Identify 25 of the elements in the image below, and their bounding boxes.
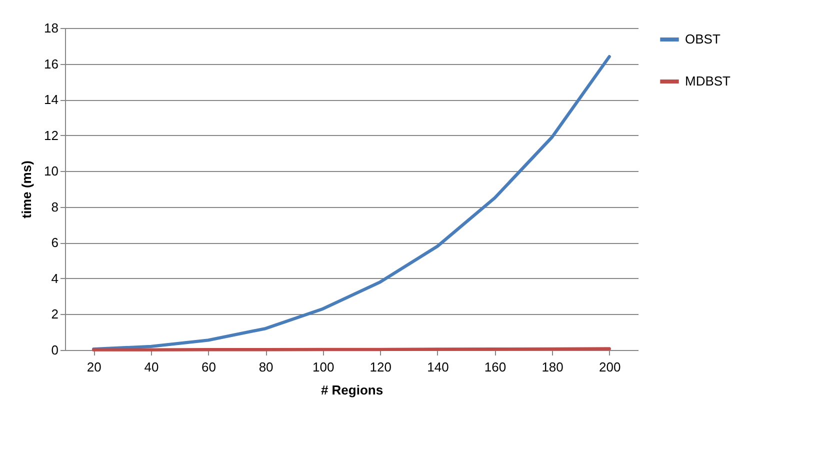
x-tick-label: 60 bbox=[202, 360, 216, 374]
y-tick-label: 18 bbox=[44, 20, 58, 36]
x-tick-label: 120 bbox=[370, 360, 392, 374]
x-tick-label: 40 bbox=[144, 360, 159, 374]
y-tick-label: 2 bbox=[51, 306, 58, 322]
y-tick-label: 6 bbox=[51, 235, 58, 250]
x-tick-label: 180 bbox=[542, 360, 564, 374]
y-axis-title: time (ms) bbox=[19, 160, 34, 218]
x-tick-label: 100 bbox=[312, 360, 334, 374]
y-tick-label: 16 bbox=[44, 56, 58, 72]
x-tick-label: 80 bbox=[258, 360, 274, 374]
y-tick-label: 4 bbox=[51, 270, 58, 286]
x-tick-label: 200 bbox=[599, 360, 621, 374]
line-series bbox=[92, 55, 611, 351]
x-tick-label: 160 bbox=[484, 360, 506, 374]
y-tick-label: 10 bbox=[44, 164, 58, 179]
legend-label: OBST bbox=[685, 32, 720, 46]
y-tick-label: 0 bbox=[51, 342, 58, 358]
x-axis-title: # Regions bbox=[320, 382, 384, 398]
y-tick-label: 14 bbox=[44, 92, 58, 108]
y-tick-label: 8 bbox=[51, 199, 58, 214]
y-tick-label: 12 bbox=[44, 128, 58, 143]
x-tick-label: 140 bbox=[427, 360, 449, 374]
legend-label: MDBST bbox=[685, 74, 731, 88]
x-tick-label: 20 bbox=[86, 360, 102, 374]
